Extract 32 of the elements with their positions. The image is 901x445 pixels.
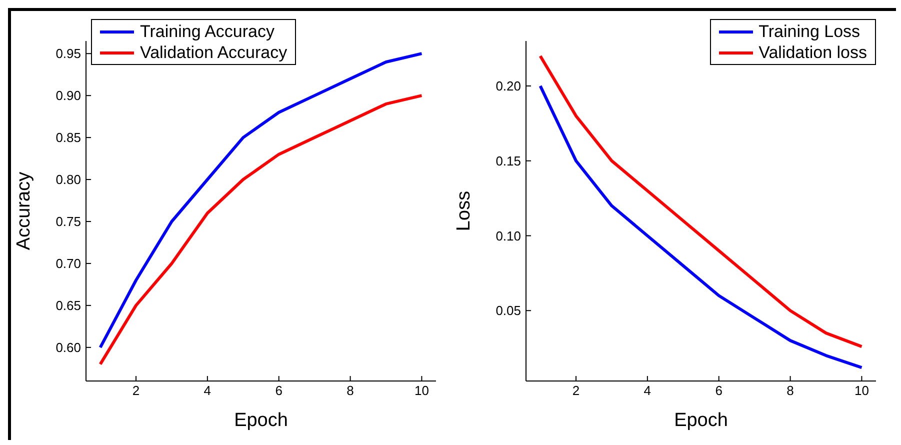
x-tick-label: 10 xyxy=(854,383,869,398)
y-axis-title: Loss xyxy=(454,190,475,232)
y-tick-label: 0.10 xyxy=(496,228,521,244)
x-axis-title: Epoch xyxy=(674,410,728,431)
y-tick-label: 0.80 xyxy=(56,172,81,188)
x-tick-label: 4 xyxy=(644,383,652,398)
legend-label: Training Accuracy xyxy=(140,21,274,42)
x-tick-label: 4 xyxy=(204,383,212,398)
y-tick-label: 0.15 xyxy=(496,153,521,168)
legend-label: Validation Accuracy xyxy=(140,42,288,63)
line-series xyxy=(538,84,864,370)
y-axis-title: Accuracy xyxy=(14,171,35,250)
y-tick-label: 0.95 xyxy=(56,46,81,62)
y-tick-label: 0.70 xyxy=(56,256,81,272)
x-tick-label: 8 xyxy=(346,383,354,398)
y-tick-label: 0.20 xyxy=(496,78,521,94)
x-axis-title: Epoch xyxy=(234,410,288,431)
y-tick-label: 0.05 xyxy=(496,303,521,318)
y-tick-label: 0.85 xyxy=(56,130,81,146)
y-tick-label: 0.60 xyxy=(56,340,81,356)
x-tick-label: 6 xyxy=(275,383,282,398)
y-tick-label: 0.90 xyxy=(56,88,81,104)
y-tick-label: 0.65 xyxy=(56,298,81,314)
x-tick-label: 2 xyxy=(572,383,580,398)
x-tick-label: 6 xyxy=(715,383,722,398)
line-series xyxy=(98,94,424,366)
x-tick-label: 2 xyxy=(132,383,140,398)
x-tick-label: 8 xyxy=(786,383,794,398)
legend-label: Validation loss xyxy=(758,42,867,63)
x-tick-label: 10 xyxy=(414,383,429,398)
legend-label: Training Loss xyxy=(758,21,860,42)
y-tick-label: 0.75 xyxy=(56,214,81,230)
